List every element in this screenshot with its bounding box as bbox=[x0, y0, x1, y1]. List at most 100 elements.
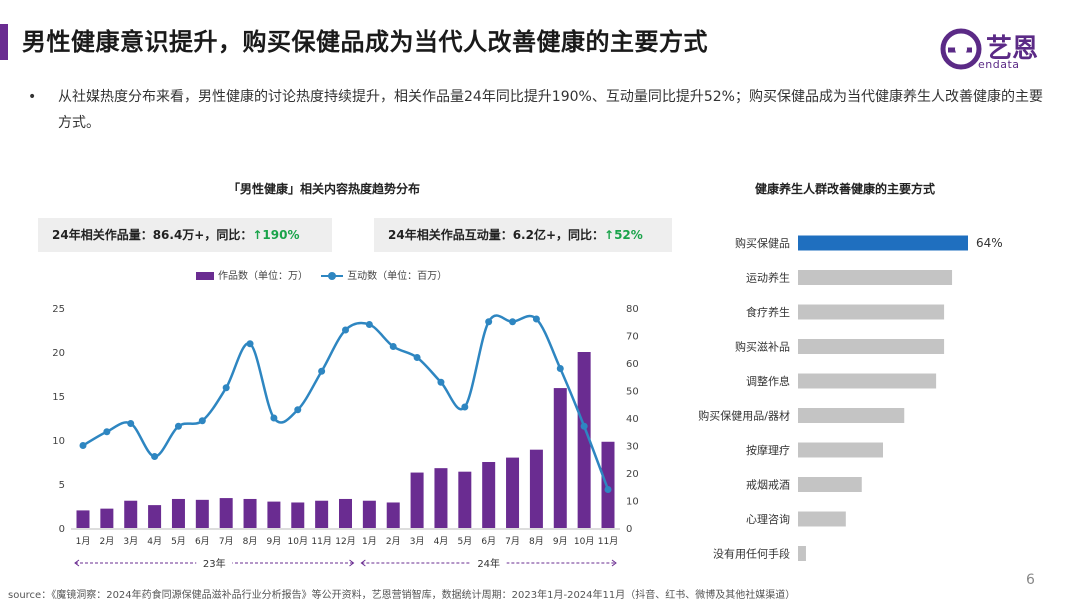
left-axis-tick-label: 0 bbox=[59, 524, 65, 535]
method-bar bbox=[798, 546, 806, 561]
works-bar bbox=[124, 500, 138, 528]
x-axis-tick-label: 7月 bbox=[505, 536, 520, 547]
method-bar bbox=[798, 339, 945, 354]
x-axis-tick-label: 3月 bbox=[123, 536, 138, 547]
method-category-label: 心理咨询 bbox=[746, 512, 790, 526]
right-axis-tick-label: 80 bbox=[626, 304, 639, 315]
legend-label-works: 作品数（单位：万） bbox=[218, 271, 308, 282]
interact-stat-box: 24年相关作品互动量：6.2亿+，同比：↑52% bbox=[374, 218, 672, 252]
interaction-point bbox=[532, 315, 540, 323]
works-bar bbox=[291, 502, 305, 528]
method-bar bbox=[798, 270, 953, 285]
legend-item-works: 作品数（单位：万） bbox=[196, 267, 308, 282]
summary-text: 从社媒热度分布来看，男性健康的讨论热度持续提升，相关作品量24年同比提升190%… bbox=[58, 89, 1043, 131]
works-bar bbox=[601, 441, 615, 528]
method-bar bbox=[798, 408, 905, 423]
interaction-point bbox=[294, 406, 302, 414]
method-category-label: 购买保健用品/器材 bbox=[698, 409, 790, 423]
logo-chinese: 艺恩 bbox=[986, 34, 1039, 64]
logo-english: endata bbox=[978, 58, 1020, 71]
method-bar bbox=[798, 235, 968, 251]
method-bar bbox=[798, 477, 862, 492]
left-axis-tick-label: 5 bbox=[59, 480, 65, 491]
method-bar bbox=[798, 304, 945, 320]
works-bar bbox=[577, 352, 591, 528]
method-category-label: 运动养生 bbox=[746, 271, 790, 285]
x-axis-tick-label: 10月 bbox=[288, 536, 308, 547]
methods-chart: 购买保健品 64% 运动养生食疗养生购买滋补品调整作息购买保健用品/器材按摩理疗戒烟… bbox=[698, 235, 1003, 561]
works-bar bbox=[482, 462, 496, 528]
right-axis-tick-label: 30 bbox=[626, 442, 639, 453]
left-axis-tick-label: 20 bbox=[52, 348, 65, 359]
interaction-point bbox=[342, 326, 349, 334]
right-axis-tick-label: 60 bbox=[626, 359, 639, 370]
method-bar bbox=[798, 373, 937, 389]
x-axis-tick-label: 9月 bbox=[553, 536, 568, 547]
legend-label-interact: 互动数（单位：百万） bbox=[347, 271, 448, 282]
interaction-point bbox=[509, 318, 517, 326]
interaction-point bbox=[389, 343, 397, 350]
x-axis-tick-label: 6月 bbox=[195, 536, 210, 547]
page-title: 男性健康意识提升，购买保健品成为当代人改善健康的主要方式 bbox=[22, 28, 708, 56]
right-axis-tick-label: 0 bbox=[626, 524, 632, 535]
trend-chart: 0 5 10 15 20 25 0 10 20 30 40 50 60 70 80 1月 2月 3月 4月 5月 6月 7… bbox=[52, 304, 639, 570]
x-axis-tick-label: 10月 bbox=[574, 536, 594, 547]
method-category-label: 没有用任何手段 bbox=[713, 547, 790, 561]
method-bar bbox=[798, 511, 846, 527]
works-stat-box: 24年相关作品量：86.4万+，同比：↑190% bbox=[38, 218, 332, 252]
interaction-point bbox=[127, 420, 135, 427]
right-axis-tick-label: 50 bbox=[626, 387, 639, 398]
interaction-point bbox=[103, 428, 111, 436]
works-bar bbox=[553, 388, 567, 528]
works-bar bbox=[410, 472, 424, 528]
group-bracket-arrow-right bbox=[611, 559, 617, 567]
works-bar bbox=[243, 498, 257, 528]
source-note: source：《魔镜洞察：2024年药食同源保健品滋补品行业分析报告》等公开资料… bbox=[8, 590, 796, 601]
x-axis-tick-label: 1月 bbox=[362, 536, 377, 547]
works-bar bbox=[506, 457, 520, 528]
interaction-point bbox=[437, 378, 445, 386]
interaction-point bbox=[485, 318, 493, 326]
x-axis-tick-label: 8月 bbox=[243, 536, 258, 547]
method-category-label: 调整作息 bbox=[746, 374, 790, 388]
works-bar bbox=[148, 505, 162, 528]
right-axis-tick-label: 10 bbox=[626, 497, 639, 508]
group-bracket-arrow-right bbox=[349, 559, 355, 567]
methods-chart-title: 健康养生人群改善健康的主要方式 bbox=[755, 182, 936, 196]
x-axis-tick-label: 12月 bbox=[335, 536, 355, 547]
summary-paragraph: • 从社媒热度分布来看，男性健康的讨论热度持续提升，相关作品量24年同比提升19… bbox=[28, 84, 1046, 136]
left-axis-tick-label: 25 bbox=[52, 304, 65, 315]
right-axis-tick-label: 70 bbox=[626, 332, 639, 343]
legend-line-swatch bbox=[321, 272, 344, 280]
works-bar bbox=[386, 502, 400, 528]
x-axis-tick-label: 11月 bbox=[598, 536, 618, 547]
x-axis-tick-label: 5月 bbox=[171, 536, 186, 547]
trend-chart-title: 「男性健康」相关内容热度趋势分布 bbox=[228, 182, 421, 196]
interact-stat-label: 24年相关作品互动量：6.2亿+，同比： bbox=[388, 228, 605, 242]
interaction-point bbox=[413, 354, 421, 361]
brand-logo: 艺恩 endata bbox=[938, 26, 1058, 76]
x-axis-tick-label: 1月 bbox=[76, 536, 91, 547]
works-bar bbox=[267, 501, 281, 528]
method-category-label: 戒烟戒酒 bbox=[746, 478, 790, 492]
works-bar bbox=[434, 468, 448, 528]
title-accent-bar bbox=[0, 24, 8, 60]
group-label-bg bbox=[470, 554, 507, 570]
x-axis-tick-label: 11月 bbox=[311, 536, 331, 547]
interaction-point bbox=[151, 453, 159, 460]
interaction-point bbox=[198, 417, 206, 425]
method-bar bbox=[798, 442, 883, 458]
works-bar bbox=[315, 500, 329, 528]
left-axis-tick-label: 15 bbox=[52, 392, 65, 403]
works-bar bbox=[171, 498, 185, 528]
interaction-point bbox=[246, 340, 254, 348]
group-label-bg bbox=[196, 554, 233, 570]
method-category-label: 购买滋补品 bbox=[735, 340, 790, 354]
method-category-label: 食疗养生 bbox=[746, 305, 790, 319]
interaction-point bbox=[270, 414, 278, 422]
group-label: 23年 bbox=[203, 557, 226, 570]
x-axis-tick-label: 2月 bbox=[386, 536, 401, 547]
bullet: • bbox=[28, 89, 37, 105]
works-bar bbox=[339, 498, 352, 528]
x-axis-tick-label: 4月 bbox=[434, 536, 449, 547]
